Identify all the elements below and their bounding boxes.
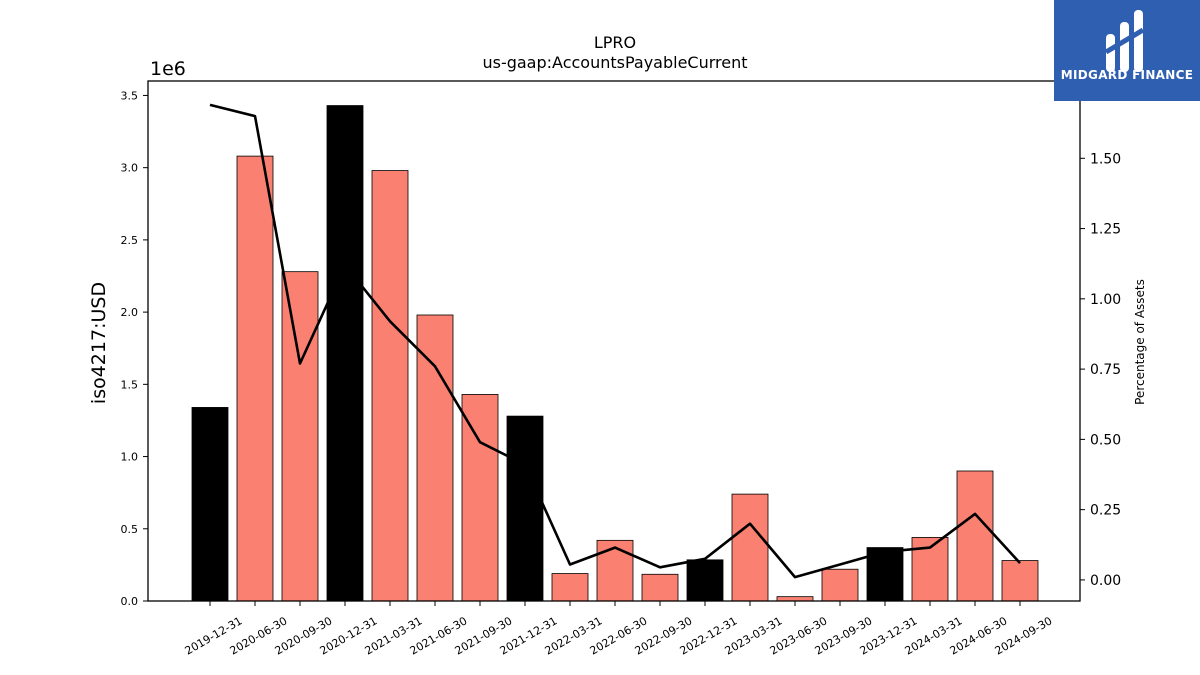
bar-2021-09-30 [461,394,499,602]
bar-2021-06-30 [416,314,454,602]
bar-2022-06-30 [596,539,634,602]
bar-2022-03-31 [551,573,589,602]
logo-text: MIDGARD FINANCE [1060,68,1194,82]
logo-mark-icon [1104,10,1145,72]
y-tick-label: 1.5 [121,378,139,391]
y-tick-label: 2.0 [121,306,139,319]
bar-2023-06-30 [776,596,814,602]
y-tick-label: 2.5 [121,234,139,247]
bar-2022-09-30 [641,573,679,602]
bar-2020-12-31 [326,105,364,602]
bar-2020-09-30 [281,271,319,602]
y-axis-multiplier: 1e6 [150,58,186,80]
y2-tick-label: 1.00 [1090,292,1121,308]
bar-2024-09-30 [1001,560,1039,602]
y-tick-label: 1.0 [121,451,139,464]
y2-tick-label: 1.25 [1090,222,1121,238]
y-tick-label: 3.5 [121,89,139,102]
chart-title: LPRO [594,33,636,52]
y2-tick-label: 1.50 [1090,151,1121,167]
y2-tick-label: 0.25 [1090,503,1121,519]
bar-2020-06-30 [236,155,274,602]
y-tick-label: 0.0 [121,595,139,608]
y-axis-label: iso4217:USD [88,282,110,404]
y2-tick-label: 0.50 [1090,432,1121,448]
line-group [209,103,1021,579]
plot-frame [147,80,1081,602]
y-tick-label: 3.0 [121,162,139,175]
chart-subtitle: us-gaap:AccountsPayableCurrent [482,53,747,72]
y2-axis-label: Percentage of Assets [1133,279,1147,405]
bar-2021-03-31 [371,170,409,602]
y-tick-label: 0.5 [121,523,139,536]
y2-tick-label: 0.00 [1090,573,1121,589]
bar-group [191,105,1039,602]
bar-2023-03-31 [731,493,769,602]
bar-2021-12-31 [506,415,544,602]
bar-2022-12-31 [686,559,724,602]
bar-2019-12-31 [191,407,229,602]
brand-logo: MIDGARD FINANCE [1054,0,1200,101]
y2-tick-label: 0.75 [1090,362,1121,378]
bar-2023-09-30 [821,568,859,602]
bar-2024-06-30 [956,470,994,602]
